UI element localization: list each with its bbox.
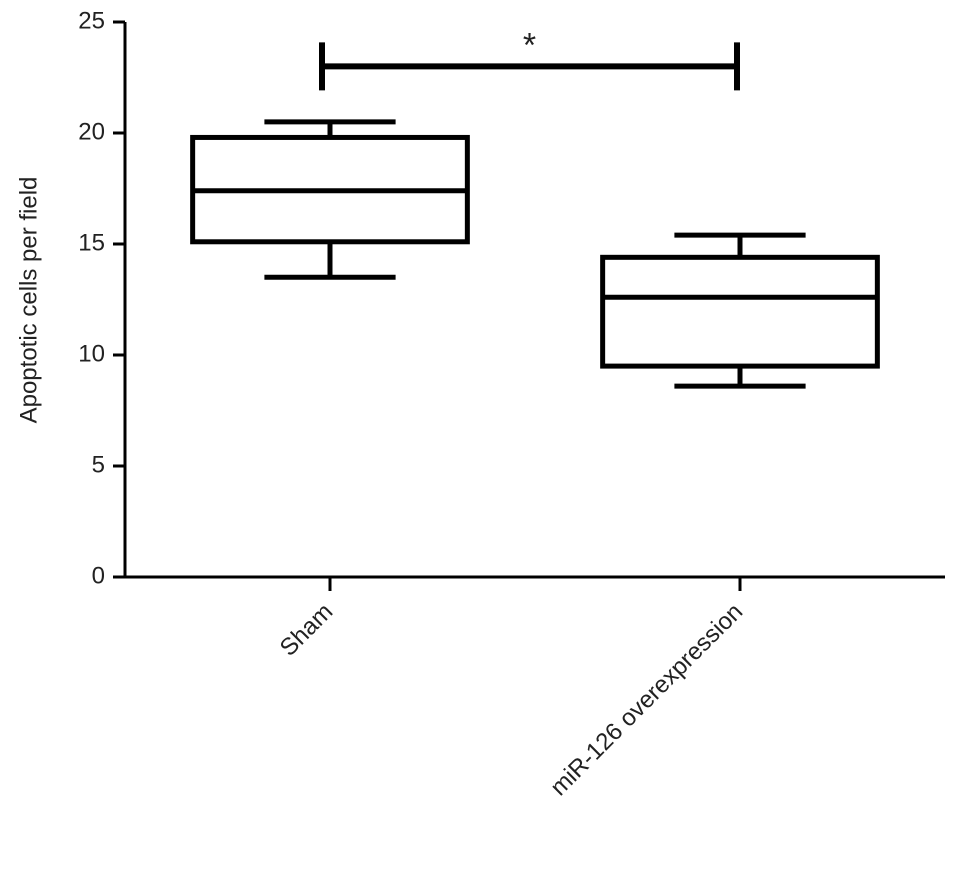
box	[600, 254, 880, 369]
y-tick-label: 25	[78, 7, 105, 34]
significance-label: *	[523, 26, 536, 64]
y-axis-title: Apoptotic cells per field	[15, 177, 42, 424]
x-tick-label: Sham	[275, 598, 338, 661]
y-tick-label: 10	[78, 340, 105, 367]
x-tick-label: miR-126 overexpression	[545, 598, 748, 801]
y-tick-label: 0	[92, 562, 105, 589]
y-tick-label: 20	[78, 118, 105, 145]
y-tick-label: 15	[78, 229, 105, 256]
y-tick-label: 5	[92, 451, 105, 478]
